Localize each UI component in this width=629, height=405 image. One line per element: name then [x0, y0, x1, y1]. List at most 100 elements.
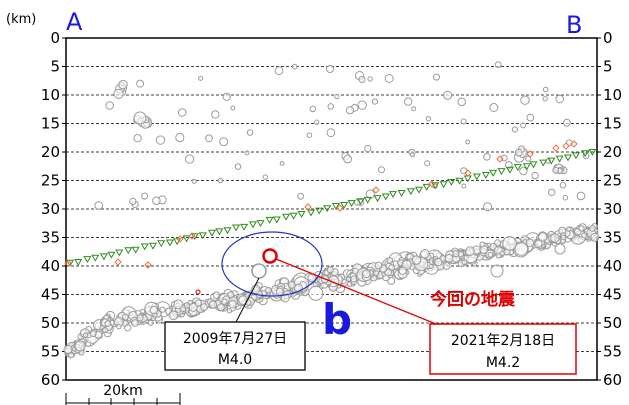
callout-2021-date: 2021年2月18日: [451, 333, 555, 349]
earthquake-event: [209, 300, 218, 309]
end-label-b: B: [566, 11, 582, 39]
earthquake-event: [287, 281, 296, 289]
triangle-marker: [223, 227, 232, 235]
earthquake-event: [309, 105, 317, 113]
earthquake-event: [265, 287, 272, 294]
scale-bar-label: 20km: [103, 383, 143, 399]
earthquake-event: [495, 252, 502, 259]
earthquake-event: [531, 171, 539, 180]
earthquake-event: [89, 330, 97, 338]
earthquake-event: [346, 276, 352, 282]
triangle-marker: [522, 163, 531, 171]
earthquake-event: [367, 76, 373, 82]
callout-box-2009: [164, 321, 306, 371]
earthquake-event: [526, 113, 535, 122]
triangle-marker: [248, 221, 257, 229]
triangle-marker: [439, 181, 448, 189]
earthquake-event: [280, 293, 290, 303]
earthquake-event: [230, 105, 236, 111]
tick-label-left: 60: [41, 371, 60, 389]
triangle-marker: [115, 249, 124, 257]
diamond-marker: [336, 204, 344, 212]
earthquake-event: [205, 134, 213, 143]
earthquake-event: [314, 119, 320, 125]
earthquake-event: [520, 122, 527, 129]
earthquake-event: [217, 177, 224, 184]
earthquake-event: [343, 154, 353, 164]
earthquake-event: [136, 79, 145, 88]
earthquake-event: [217, 303, 225, 312]
earthquake-event: [364, 144, 372, 153]
triangle-marker: [422, 183, 431, 191]
small-red-event: [195, 289, 201, 295]
triangle-marker: [529, 161, 538, 169]
earthquake-event: [141, 192, 149, 200]
earthquake-event: [94, 201, 103, 210]
earthquake-event: [221, 298, 228, 305]
highlight-region-ellipse: [221, 231, 323, 297]
earthquake-event: [113, 88, 124, 99]
tick-label-left: 40: [41, 257, 60, 275]
earthquake-event: [378, 166, 385, 174]
triangle-marker: [571, 152, 581, 160]
earthquake-event: [219, 137, 229, 147]
triangle-marker: [190, 233, 199, 241]
triangle-marker: [182, 235, 191, 243]
earthquake-event: [371, 98, 379, 105]
triangle-marker: [373, 195, 382, 203]
earthquake-event: [420, 249, 430, 259]
triangle-marker: [397, 190, 406, 197]
triangle-marker: [306, 209, 316, 217]
tick-label-right: 0: [603, 29, 613, 47]
tick-labels-left: 0 5 10 15 20 25 30 35 40 45 50 55 60: [41, 29, 60, 389]
tick-label-left: 10: [41, 86, 60, 104]
earthquake-event: [102, 327, 109, 333]
earthquake-event: [461, 259, 468, 265]
earthquake-event: [234, 163, 242, 170]
triangle-marker: [107, 251, 116, 259]
diamond-marker: [570, 140, 578, 148]
tick-label-right: 10: [603, 86, 622, 104]
earthquake-event: [452, 250, 460, 258]
tick-label-left: 55: [41, 343, 60, 361]
earthquake-event: [345, 106, 355, 115]
triangle-marker: [215, 228, 224, 236]
callout-2021-mag: M4.2: [486, 355, 520, 371]
triangle-marker: [539, 159, 548, 167]
triangle-marker: [124, 247, 133, 255]
earthquake-event: [542, 96, 548, 102]
earthquake-event: [312, 281, 318, 288]
earthquake-event: [433, 73, 440, 81]
earthquake-event: [582, 152, 590, 160]
triangle-marker: [497, 168, 506, 176]
triangle-marker: [455, 177, 464, 185]
earthquake-event: [326, 65, 334, 73]
earthquake-event: [404, 97, 413, 106]
diamond-marker: [188, 232, 196, 240]
triangle-marker: [265, 216, 274, 224]
triangle-marker: [315, 207, 324, 215]
triangle-marker: [91, 254, 100, 262]
tick-label-right: 30: [603, 200, 622, 218]
earthquake-event: [525, 155, 532, 162]
earthquake-event: [576, 191, 586, 201]
earthquake-event: [442, 261, 451, 270]
earthquake-event: [140, 308, 146, 314]
earthquake-event: [374, 261, 383, 270]
triangle-marker: [148, 242, 158, 250]
diamond-marker: [496, 155, 504, 163]
diamond-marker: [176, 235, 184, 243]
earthquake-event: [479, 241, 486, 248]
tick-label-right: 35: [603, 229, 622, 247]
earthquake-event: [443, 90, 453, 100]
earthquake-event: [177, 108, 187, 117]
triangle-marker: [472, 173, 481, 181]
earthquake-event: [74, 340, 86, 352]
triangle-marker: [165, 239, 174, 247]
triangle-marker: [547, 157, 556, 165]
end-label-a: A: [66, 8, 83, 36]
triangle-marker: [282, 213, 291, 221]
earthquake-event: [262, 174, 268, 180]
triangle-marker: [272, 216, 281, 224]
triangle-marker: [555, 155, 564, 163]
